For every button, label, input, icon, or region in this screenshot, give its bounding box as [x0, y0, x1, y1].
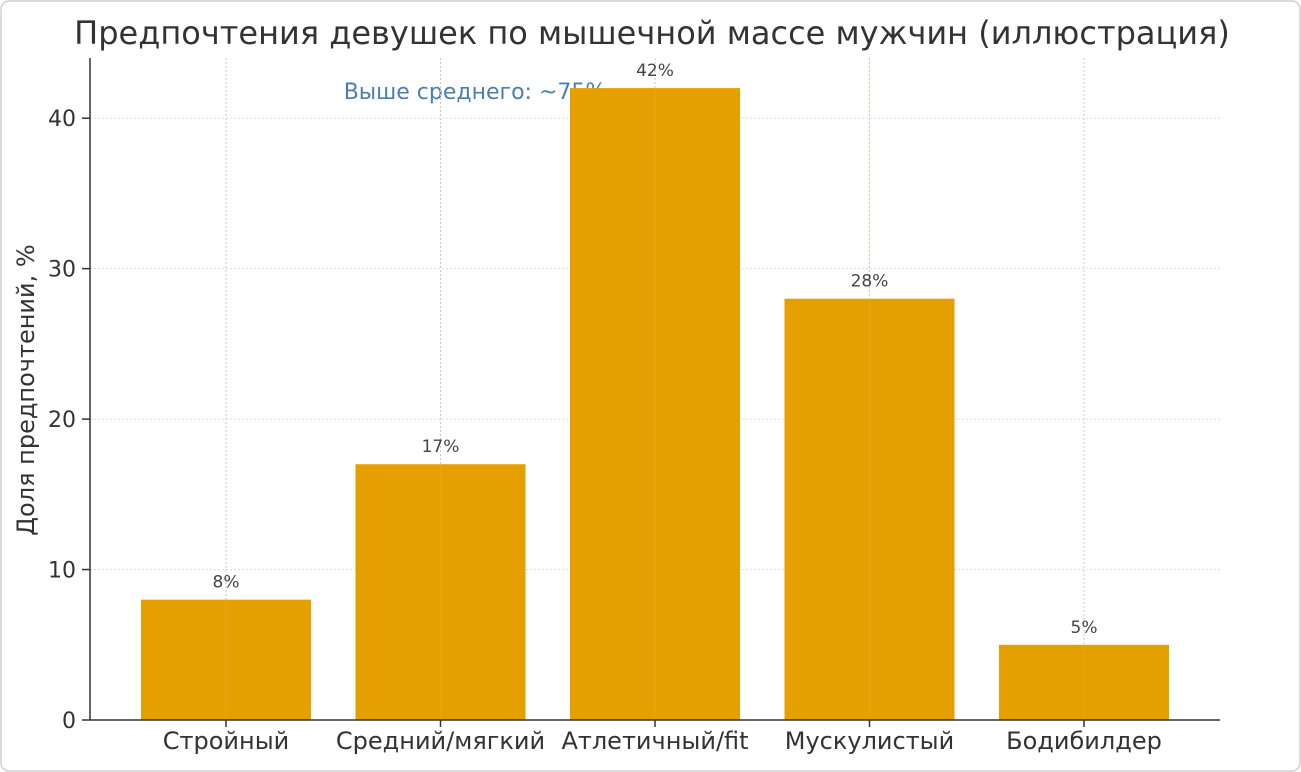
bar [784, 298, 955, 720]
y-tick-label: 40 [48, 107, 76, 132]
x-tick-label: Стройный [163, 727, 290, 755]
x-tick-label: Атлетичный/fit [561, 727, 748, 755]
y-tick-label: 30 [48, 258, 76, 283]
y-axis-label: Доля предпочтений, % [12, 244, 40, 535]
y-tick-label: 10 [48, 559, 76, 584]
chart-title: Предпочтения девушек по мышечной массе м… [74, 14, 1230, 52]
x-tick-label: Бодибилдер [1006, 727, 1162, 755]
x-tick-label: Мускулистый [785, 727, 954, 755]
bar-value-label: 5% [1071, 618, 1098, 638]
x-tick-label: Средний/мягкий [336, 727, 545, 755]
y-tick-label: 0 [62, 709, 76, 734]
bar-value-label: 17% [422, 437, 460, 457]
bar-value-label: 28% [851, 272, 889, 292]
bars-layer [141, 58, 1169, 720]
bar-value-label: 8% [213, 573, 240, 593]
bar-value-label: 42% [636, 61, 674, 81]
annotation-above-average: Выше среднего: ~75% [344, 80, 607, 105]
y-tick-label: 20 [48, 408, 76, 433]
axes-layer: 0 10 20 30 40 [48, 58, 1220, 734]
labels-layer: 8% 17% 42% 28% 5% Стройный Средний/мягкий Атлет… [163, 61, 1162, 755]
